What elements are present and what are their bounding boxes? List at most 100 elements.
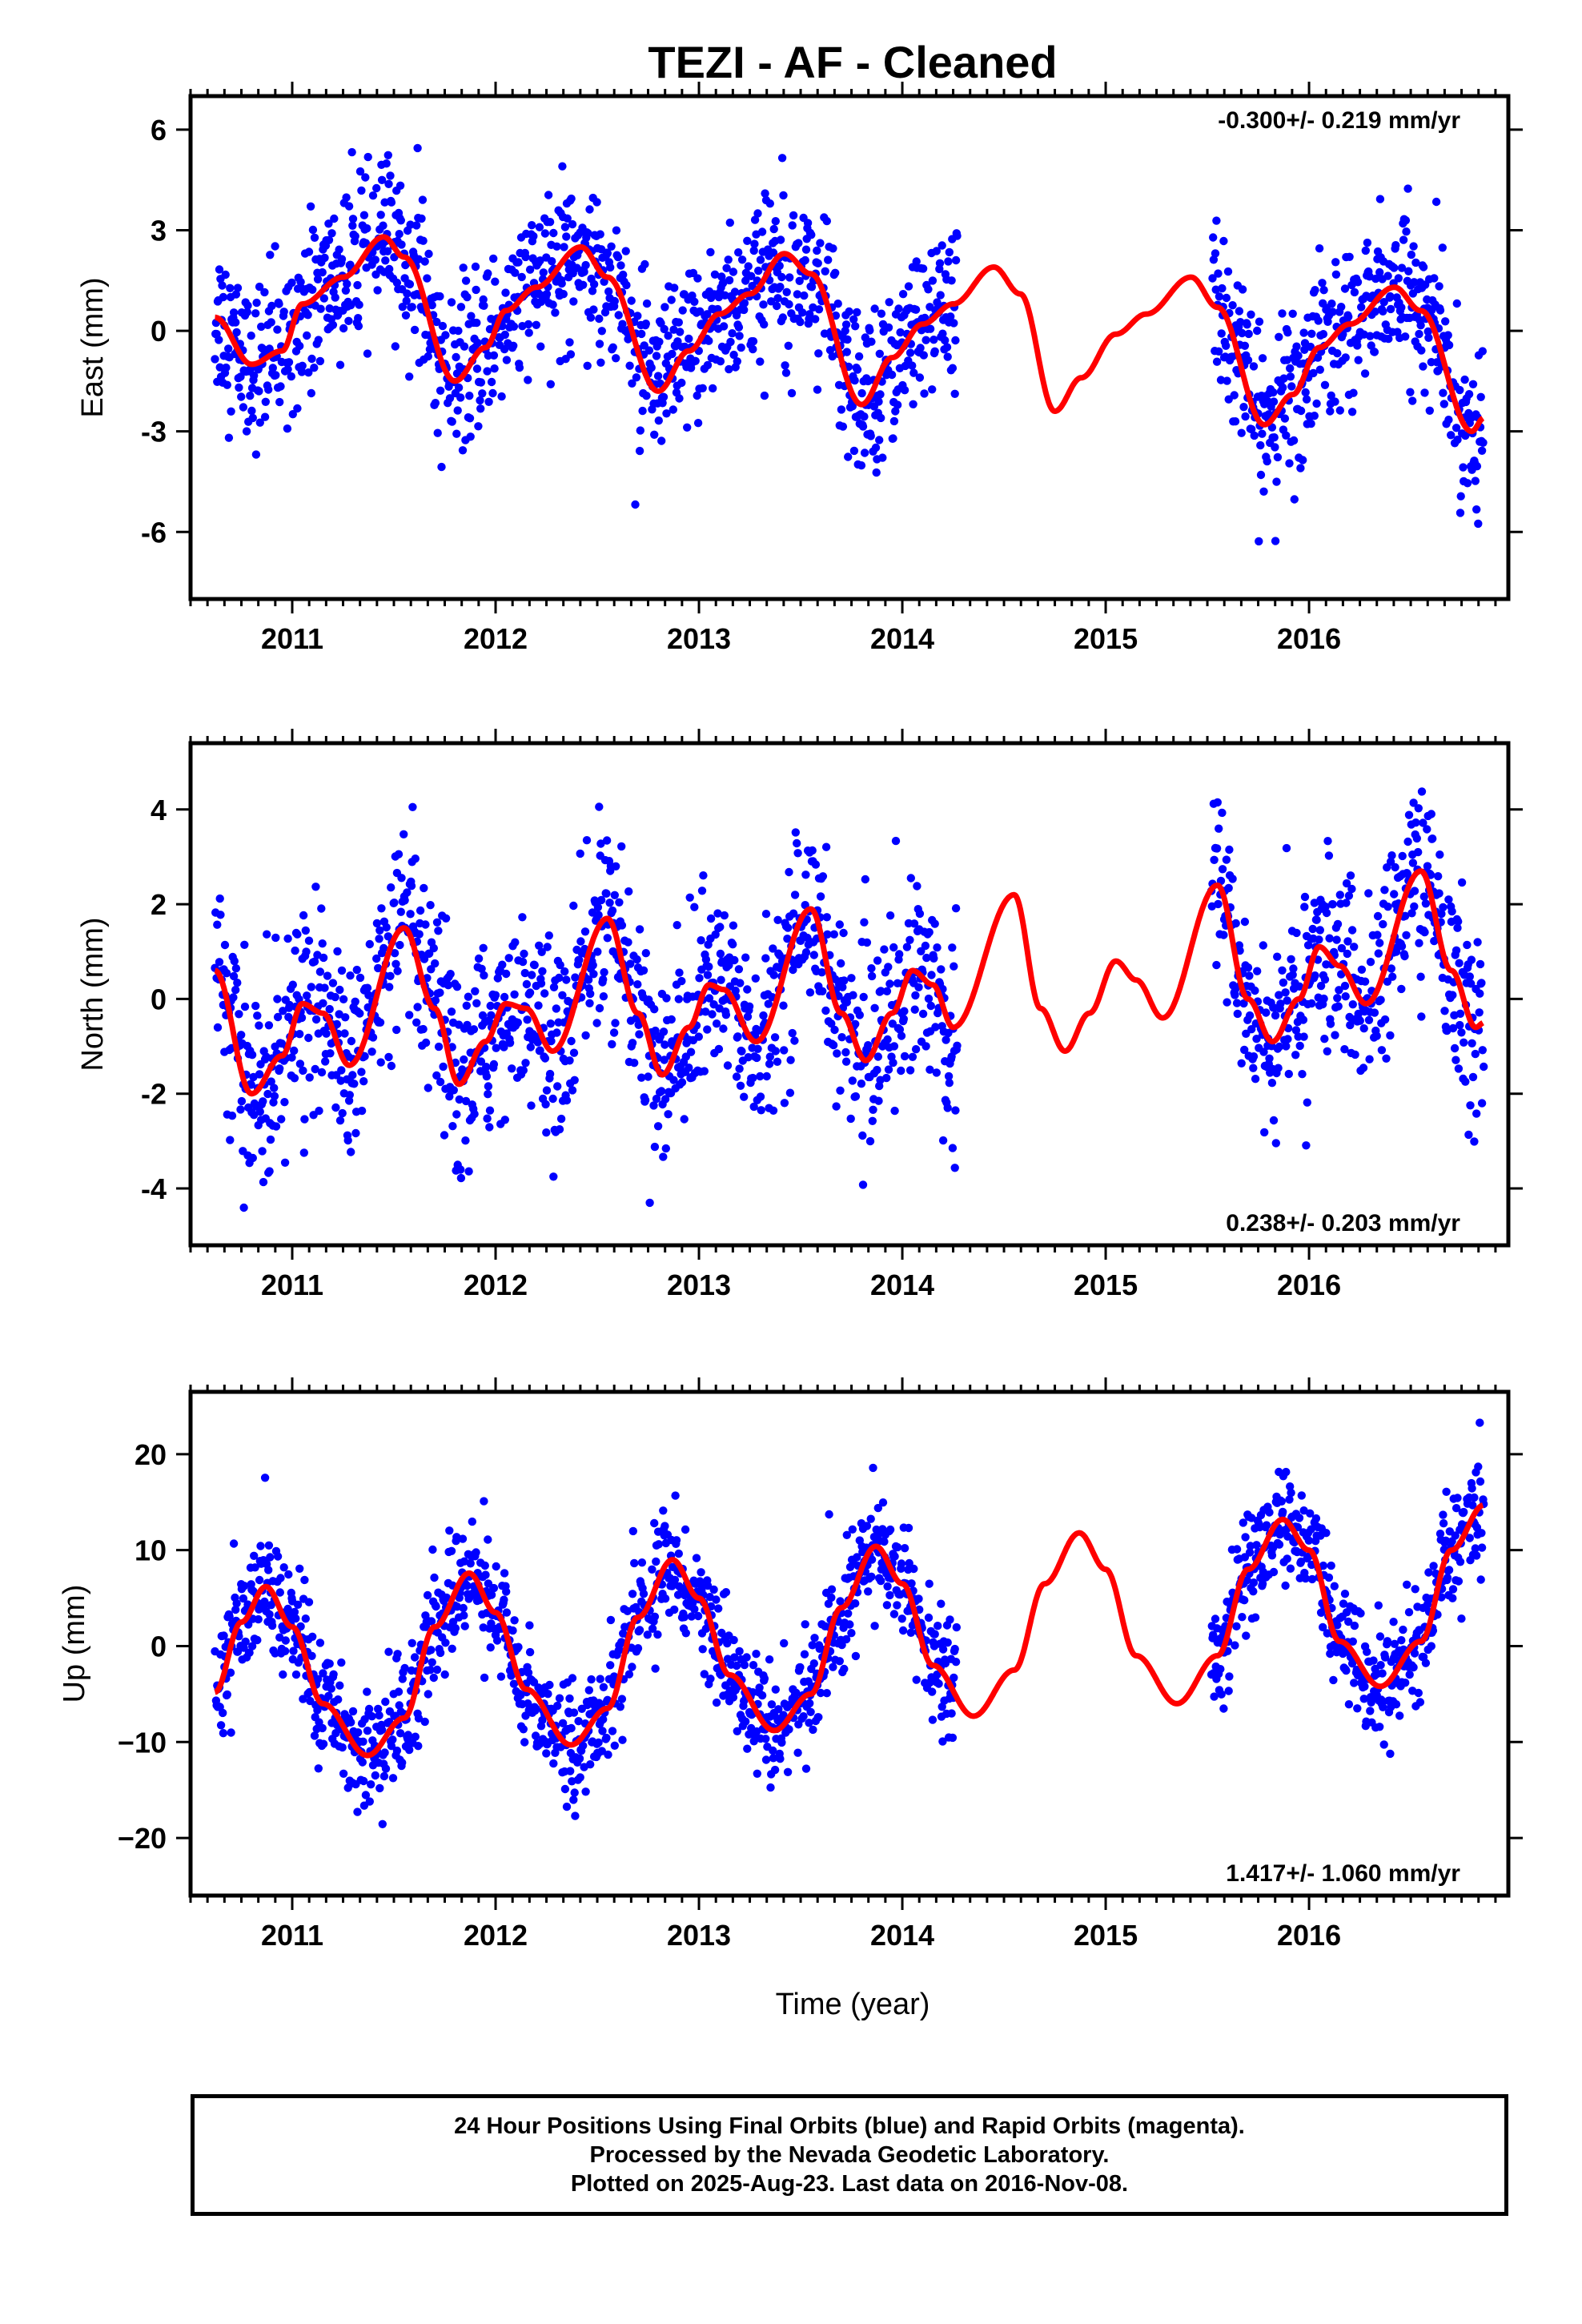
up-data-point	[771, 1685, 780, 1694]
north-data-point	[884, 1065, 893, 1074]
east-data-point	[343, 279, 351, 288]
north-data-point	[703, 971, 713, 979]
north-data-point	[397, 874, 406, 883]
east-data-point	[1371, 308, 1379, 316]
east-data-point	[465, 414, 475, 423]
up-data-point	[347, 1718, 355, 1727]
north-data-point	[1373, 911, 1383, 921]
east-data-point	[953, 231, 962, 240]
east-data-point	[950, 389, 959, 398]
up-data-point	[877, 1576, 885, 1586]
north-data-point	[1267, 1079, 1277, 1088]
east-data-point	[226, 283, 235, 292]
east-data-point	[867, 337, 876, 346]
east-data-point	[842, 348, 852, 356]
north-data-point	[600, 967, 608, 977]
east-data-point	[737, 343, 745, 352]
up-data-point	[870, 1622, 879, 1630]
north-data-point	[1284, 1069, 1294, 1079]
up-data-point	[442, 1593, 451, 1602]
up-data-point	[291, 1614, 300, 1623]
north-data-point	[434, 1042, 444, 1051]
east-data-point	[795, 276, 804, 285]
north-data-point	[1291, 1051, 1300, 1059]
east-data-point	[479, 295, 488, 304]
up-data-point	[1324, 1573, 1334, 1582]
north-data-point	[255, 1021, 263, 1030]
east-data-point	[218, 281, 227, 290]
north-data-point	[1470, 1137, 1479, 1146]
north-data-point	[555, 1125, 564, 1134]
north-data-point	[596, 895, 606, 905]
north-data-point	[1456, 1009, 1465, 1019]
east-data-point	[1363, 238, 1372, 247]
up-data-point	[637, 1558, 647, 1567]
east-data-point	[542, 290, 552, 299]
east-data-point	[385, 264, 394, 274]
north-x-tick-label: 2011	[261, 1269, 323, 1301]
north-data-point	[685, 893, 694, 903]
east-data-point	[361, 173, 370, 182]
north-data-point	[523, 1015, 532, 1024]
north-data-point	[733, 1032, 742, 1041]
east-data-point	[747, 271, 756, 280]
north-data-point	[873, 956, 882, 965]
north-data-point	[315, 1106, 323, 1116]
east-data-point	[1360, 369, 1370, 378]
north-data-point	[436, 1077, 445, 1087]
north-data-point	[1440, 1007, 1449, 1015]
east-data-point	[268, 364, 277, 372]
east-data-point	[1250, 431, 1259, 440]
east-data-point	[916, 344, 925, 352]
north-data-point	[1215, 824, 1223, 833]
north-data-point	[925, 927, 934, 937]
east-data-point	[424, 249, 433, 259]
up-data-point	[560, 1784, 570, 1794]
up-data-point	[331, 1729, 340, 1738]
up-data-point	[579, 1741, 588, 1750]
east-x-tick-label: 2011	[261, 622, 323, 655]
north-data-point	[311, 1064, 319, 1074]
east-data-point	[725, 275, 734, 285]
east-data-point	[1419, 263, 1428, 271]
east-data-point	[215, 363, 224, 372]
north-data-point	[307, 983, 315, 991]
north-data-point	[355, 973, 365, 983]
north-data-point	[1427, 810, 1436, 818]
up-data-point	[260, 1597, 269, 1606]
east-data-point	[904, 282, 913, 291]
up-data-point	[1279, 1507, 1287, 1517]
up-data-point	[776, 1755, 785, 1763]
north-data-point	[311, 883, 320, 891]
east-data-point	[725, 364, 733, 374]
north-data-point	[545, 1069, 555, 1079]
east-data-point	[595, 340, 604, 348]
east-data-point	[1302, 395, 1311, 404]
north-data-point	[333, 947, 342, 956]
north-y-tick-label: 2	[151, 888, 167, 921]
east-rate-label: -0.300+/- 0.219 mm/yr	[1218, 107, 1460, 134]
east-data-point	[1312, 399, 1321, 408]
north-data-point	[569, 1048, 579, 1057]
up-data-point	[1329, 1675, 1338, 1685]
east-data-point	[559, 290, 568, 299]
north-data-point	[626, 959, 635, 968]
east-data-point	[548, 300, 557, 309]
east-data-point	[1318, 279, 1327, 287]
north-data-point	[1337, 970, 1346, 979]
north-data-point	[535, 941, 544, 951]
east-data-point	[307, 388, 315, 398]
north-data-point	[1242, 1029, 1251, 1039]
east-data-point	[500, 330, 509, 340]
north-data-point	[1340, 981, 1350, 991]
up-data-point	[809, 1725, 817, 1735]
east-data-point	[918, 264, 928, 273]
north-data-point	[375, 1018, 385, 1027]
east-data-point	[667, 296, 676, 304]
east-x-tick-label: 2015	[1074, 622, 1138, 655]
up-data-point	[219, 1631, 228, 1640]
east-data-point	[335, 245, 343, 254]
up-data-point	[240, 1582, 249, 1590]
east-data-point	[1273, 452, 1283, 462]
east-data-point	[891, 407, 900, 416]
